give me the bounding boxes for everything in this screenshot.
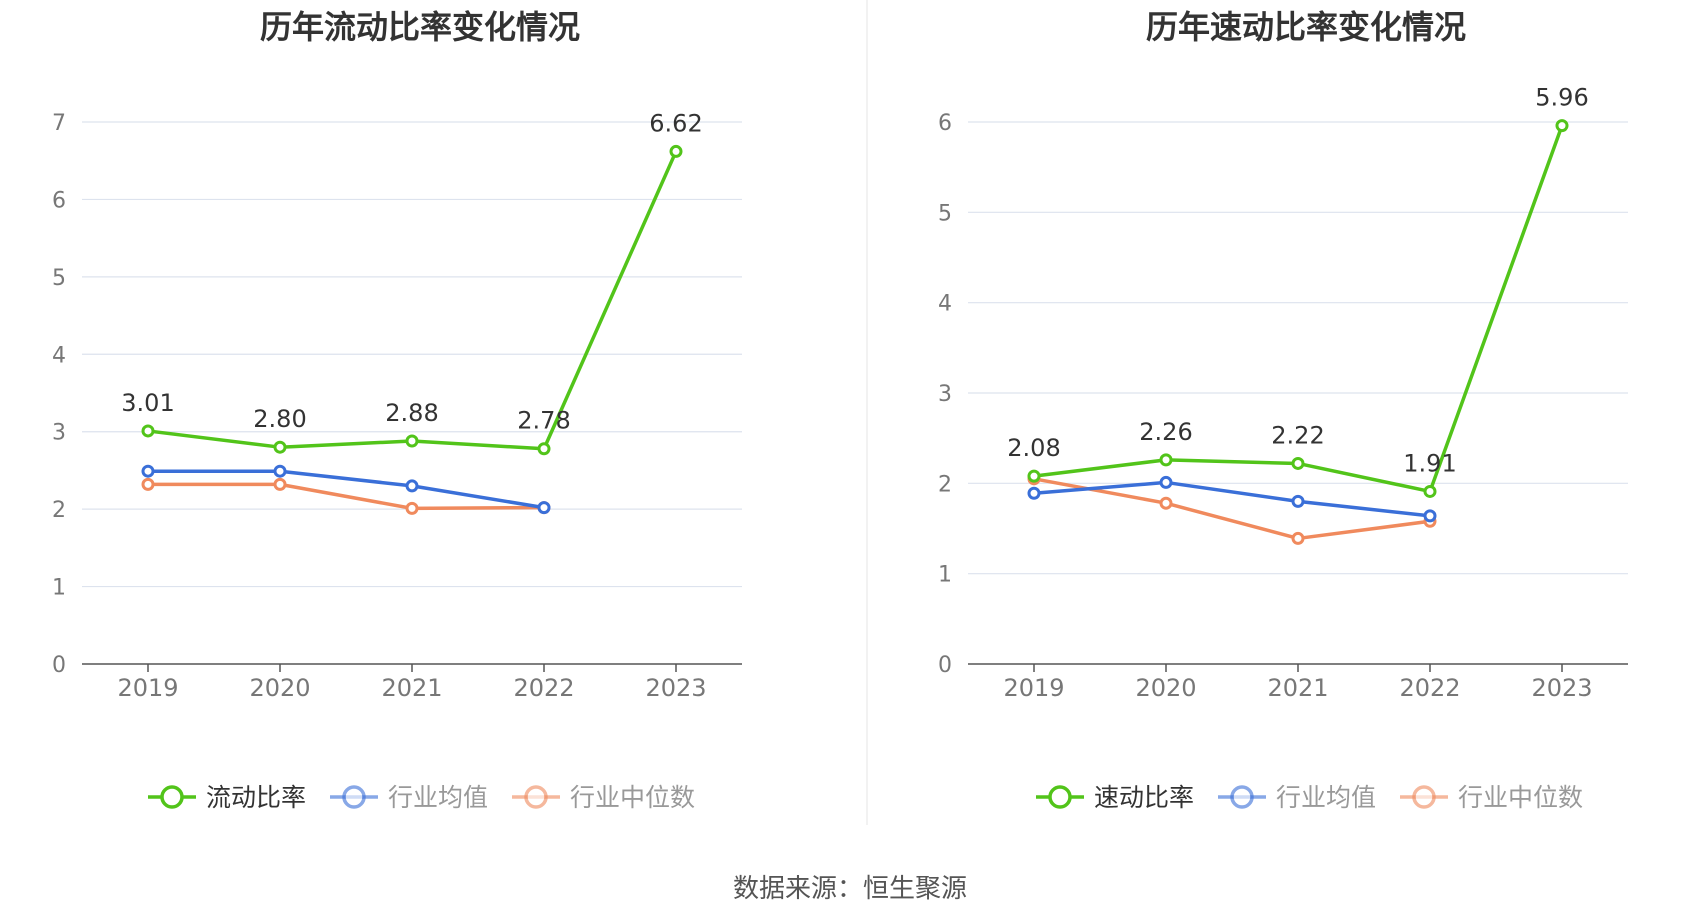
legend-label: 行业均值 (388, 783, 488, 812)
y-tick-label: 4 (938, 292, 952, 317)
legend-item: 行业均值 (330, 783, 488, 812)
legend-marker (524, 785, 548, 809)
y-tick-label: 6 (52, 188, 66, 213)
data-point (1423, 509, 1437, 523)
data-label: 1.91 (1403, 449, 1456, 477)
data-point (1159, 475, 1173, 489)
data-point (273, 464, 287, 478)
data-point (273, 477, 287, 491)
legend-label: 行业中位数 (570, 783, 695, 812)
x-tick-label: 2023 (645, 674, 706, 702)
legend-label: 速动比率 (1094, 783, 1194, 812)
series-line-2 (1033, 480, 1431, 518)
x-tick-label: 2022 (513, 674, 574, 702)
y-tick-label: 4 (52, 343, 66, 368)
data-point (1159, 453, 1173, 467)
legend-marker (1230, 785, 1254, 809)
data-point (537, 501, 551, 515)
legend-item: 流动比率 (148, 783, 306, 812)
y-tick-label: 0 (938, 653, 952, 678)
data-point (1423, 484, 1437, 498)
data-point (1291, 494, 1305, 508)
y-tick-label: 2 (938, 472, 952, 497)
y-tick-label: 0 (52, 653, 66, 678)
data-label: 2.80 (253, 405, 306, 433)
data-point (1027, 486, 1041, 500)
y-tick-label: 1 (938, 563, 952, 588)
x-tick-label: 2019 (117, 674, 178, 702)
x-tick-label: 2022 (1399, 674, 1460, 702)
y-tick-label: 6 (938, 111, 952, 136)
data-point (273, 440, 287, 454)
data-label: 2.78 (517, 407, 570, 435)
series-line-2 (148, 469, 545, 510)
data-point (669, 144, 683, 158)
data-point (1159, 496, 1173, 510)
x-tick-label: 2020 (1135, 674, 1196, 702)
y-tick-label: 1 (52, 576, 66, 601)
data-point (1291, 456, 1305, 470)
legend-item: 行业中位数 (512, 783, 695, 812)
legend-label: 行业中位数 (1458, 783, 1583, 812)
data-point (141, 424, 155, 438)
legend-label: 流动比率 (206, 783, 306, 812)
data-point (405, 479, 419, 493)
data-label: 6.62 (649, 109, 702, 137)
x-tick-label: 2023 (1531, 674, 1592, 702)
x-tick-label: 2021 (381, 674, 442, 702)
data-point (141, 477, 155, 491)
data-point (1555, 119, 1569, 133)
chart-title: 历年速动比率变化情况 (1146, 8, 1466, 46)
data-label: 2.26 (1139, 418, 1192, 446)
data-label: 2.22 (1271, 421, 1324, 449)
data-label: 3.01 (121, 389, 174, 417)
x-tick-label: 2019 (1003, 674, 1064, 702)
series-line-3 (1033, 477, 1431, 541)
y-tick-label: 2 (52, 498, 66, 523)
data-point (537, 442, 551, 456)
y-tick-label: 5 (52, 266, 66, 291)
chart-2: 历年速动比率变化情况 0 1 2 3 4 5 6 2019 2020 2021 2022 2023 2.0… (938, 8, 1628, 812)
legend-marker (1412, 785, 1436, 809)
data-label: 2.08 (1007, 434, 1060, 462)
legend-item: 行业均值 (1218, 783, 1376, 812)
data-point (405, 434, 419, 448)
data-label: 5.96 (1535, 84, 1588, 112)
x-tick-label: 2020 (249, 674, 310, 702)
data-point (141, 464, 155, 478)
data-point (1291, 531, 1305, 545)
legend-marker (160, 785, 184, 809)
x-tick-label: 2021 (1267, 674, 1328, 702)
data-point (1027, 469, 1041, 483)
data-point (405, 501, 419, 515)
chart-1: 历年流动比率变化情况 0 1 2 3 4 5 6 7 2019 2020 2021 2022 2023 3.… (52, 8, 742, 812)
legend-label: 行业均值 (1276, 783, 1376, 812)
y-tick-label: 3 (52, 421, 66, 446)
data-source-note: 数据来源：恒生聚源 (732, 874, 967, 904)
legend-marker (1048, 785, 1072, 809)
legend-item: 行业中位数 (1400, 783, 1583, 812)
legend-item: 速动比率 (1036, 783, 1194, 812)
y-tick-label: 7 (52, 111, 66, 136)
y-tick-label: 3 (938, 382, 952, 407)
legend-marker (342, 785, 366, 809)
chart-title: 历年流动比率变化情况 (260, 8, 580, 46)
series-line-3 (148, 482, 545, 511)
y-tick-label: 5 (938, 201, 952, 226)
data-label: 2.88 (385, 399, 438, 427)
